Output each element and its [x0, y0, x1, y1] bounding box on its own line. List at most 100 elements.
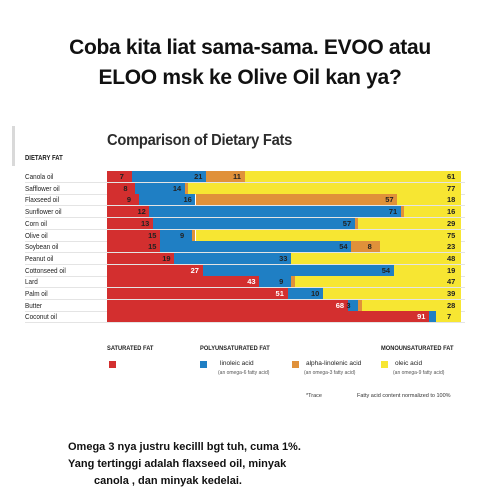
bar-segment — [160, 229, 192, 241]
data-label: 10 — [310, 289, 320, 298]
data-label: 33 — [279, 253, 288, 263]
caption-line-3: canola , dan minyak kedelai. — [94, 475, 242, 487]
row-divider — [25, 252, 465, 254]
bar-segment — [107, 229, 161, 241]
legend-alpha-sub: (an omega-3 fatty acid) — [304, 370, 356, 376]
legend-linoleic-label: linoleic acid — [220, 360, 254, 367]
category-label: Safflower oil — [25, 183, 60, 193]
data-label: 9 — [179, 230, 185, 240]
category-label: Cottonseed oil — [25, 265, 66, 275]
category-label: Canola oil — [25, 172, 54, 181]
data-label: 18 — [447, 195, 456, 205]
bar-segment — [107, 194, 139, 206]
legend-oleic-swatch — [381, 361, 388, 368]
bar-segment — [107, 182, 136, 194]
row-divider — [25, 322, 465, 324]
legend-saturated-swatch — [109, 361, 116, 368]
data-label: 21 — [194, 172, 203, 181]
data-label: 29 — [447, 218, 456, 228]
bar-segment — [294, 276, 461, 288]
headline-line-1: Coba kita liat sama-sama. EVOO atau — [69, 36, 431, 59]
data-label: 75 — [447, 230, 456, 240]
data-label: 51 — [275, 289, 284, 298]
legend-oleic-sub: (an omega-9 fatty acid) — [393, 370, 445, 376]
row-divider — [25, 299, 465, 300]
data-label: 71 — [388, 207, 398, 217]
bar-segment — [107, 241, 161, 253]
data-label: 23 — [447, 242, 456, 252]
row-divider — [25, 275, 465, 277]
bar-segment — [404, 206, 461, 218]
row-divider — [25, 263, 465, 265]
bar-segment — [107, 206, 150, 218]
data-label: 13 — [141, 218, 150, 228]
bar-segment — [107, 252, 175, 264]
category-label: Flaxseed oil — [25, 195, 60, 205]
bar-segment — [138, 194, 196, 206]
bar-segment — [153, 217, 355, 229]
data-label: 12 — [137, 207, 146, 217]
caption-line-1: Omega 3 nya justru kecilll bgt tuh, cuma… — [68, 441, 301, 453]
data-label: 16 — [183, 195, 192, 205]
data-label: 11 — [233, 172, 241, 181]
bar-segment — [195, 194, 398, 206]
data-label: 43 — [247, 277, 256, 287]
row-divider — [25, 217, 465, 219]
bar-segment — [397, 194, 461, 206]
left-divider — [12, 126, 15, 166]
legend-saturated-header: SATURATED FAT — [107, 345, 154, 352]
data-label: 8 — [367, 242, 372, 252]
chart-title: Comparison of Dietary Fats — [107, 132, 293, 149]
data-label: 7 — [119, 172, 124, 181]
data-label: 9 — [126, 195, 132, 205]
data-label: 16 — [447, 207, 456, 217]
data-label: 54 — [381, 265, 391, 275]
bar-segment — [347, 299, 359, 311]
headline-line-2: ELOO msk ke Olive Oil kan ya? — [98, 66, 402, 89]
data-label: 54 — [339, 242, 348, 252]
data-label: 27 — [190, 265, 199, 275]
bar-segment — [245, 171, 461, 182]
row-divider — [25, 182, 465, 183]
legend-linoleic-swatch — [200, 361, 207, 368]
row-divider — [25, 240, 465, 242]
data-label: 57 — [342, 218, 352, 228]
data-label: 61 — [447, 172, 456, 181]
category-label: Palm oil — [25, 289, 48, 298]
bar-segment — [107, 311, 430, 323]
bar-segment — [322, 288, 461, 299]
data-label: 14 — [172, 183, 182, 193]
data-label: 39 — [447, 289, 456, 298]
category-label: Olive oil — [25, 230, 48, 240]
bar-segment — [351, 241, 380, 253]
category-label: Peanut oil — [25, 253, 54, 263]
normalized-note: Fatty acid content normalized to 100% — [357, 393, 451, 399]
bar-segment — [135, 182, 185, 194]
data-label: 48 — [447, 253, 456, 263]
data-label: 15 — [148, 242, 157, 252]
bar-segment — [160, 241, 352, 253]
dietary-fat-label: DIETARY FAT — [25, 155, 63, 162]
bar-segment — [149, 206, 401, 218]
bar-segment — [107, 288, 288, 299]
bar-segment — [436, 311, 461, 323]
bar-segment — [354, 217, 359, 229]
bar-segment — [361, 299, 461, 311]
data-label: 8 — [123, 183, 128, 193]
data-label: 19 — [447, 265, 456, 275]
bar-segment — [107, 264, 203, 276]
bar-segment — [259, 276, 292, 288]
bar-segment — [206, 171, 246, 182]
trace-note: *Trace — [306, 393, 322, 399]
bar-segment — [393, 264, 461, 276]
bar-segment — [184, 182, 189, 194]
legend-oleic-label: oleic acid — [395, 360, 423, 367]
bar-segment — [107, 171, 132, 182]
row-divider — [25, 205, 465, 207]
data-label: 91 — [417, 312, 426, 322]
category-label: Butter — [25, 300, 43, 310]
category-label: Sunflower oil — [25, 207, 62, 217]
bar-segment — [358, 217, 461, 229]
row-divider — [25, 193, 465, 195]
bar-segment — [107, 276, 260, 288]
